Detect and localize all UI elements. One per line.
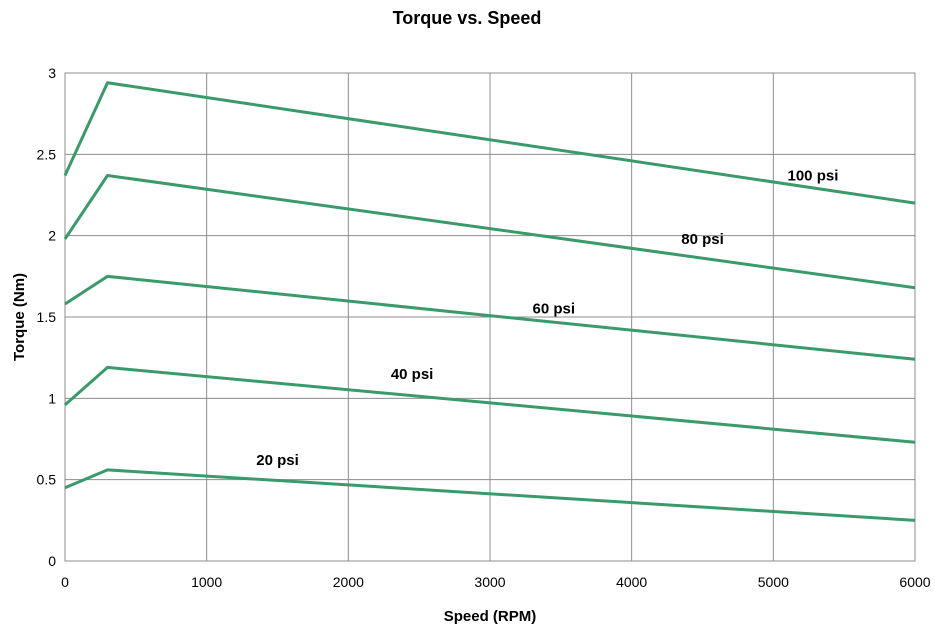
x-tick-label: 6000 — [899, 574, 930, 590]
series-lines — [63, 81, 916, 522]
y-axis-ticks: 0 0.5 1 1.5 2 2.5 3 — [37, 65, 57, 569]
x-tick-label: 0 — [61, 574, 69, 590]
x-tick-label: 1000 — [191, 574, 222, 590]
y-tick-label: 0.5 — [37, 472, 57, 488]
series-labels: 20 psi 40 psi 60 psi 80 psi 100 psi — [256, 167, 838, 469]
grid — [65, 73, 915, 561]
x-tick-label: 5000 — [758, 574, 789, 590]
y-tick-label: 2.5 — [37, 146, 57, 162]
y-tick-label: 0 — [48, 553, 56, 569]
x-tick-label: 4000 — [616, 574, 647, 590]
x-axis-ticks: 0 1000 2000 3000 4000 5000 6000 — [61, 574, 931, 590]
chart-title: Torque vs. Speed — [393, 8, 542, 28]
x-axis-label: Speed (RPM) — [444, 608, 537, 625]
series-line-20-psi — [64, 468, 916, 522]
y-axis-label: Torque (Nm) — [11, 273, 28, 361]
series-label: 80 psi — [681, 231, 724, 248]
series-line-80-psi — [63, 173, 916, 290]
x-tick-label: 2000 — [333, 574, 364, 590]
series-label: 100 psi — [788, 167, 839, 184]
y-tick-label: 1.5 — [37, 309, 57, 325]
series-label: 40 psi — [391, 366, 434, 383]
series-label: 20 psi — [256, 452, 299, 469]
series-line-100-psi — [63, 81, 916, 205]
y-tick-label: 3 — [48, 65, 56, 81]
y-tick-label: 2 — [48, 228, 56, 244]
series-line-40-psi — [64, 365, 916, 444]
y-tick-label: 1 — [48, 390, 56, 406]
series-line-60-psi — [64, 274, 916, 361]
series-label: 60 psi — [533, 301, 576, 318]
plot-frame — [64, 72, 916, 562]
x-tick-label: 3000 — [474, 574, 505, 590]
